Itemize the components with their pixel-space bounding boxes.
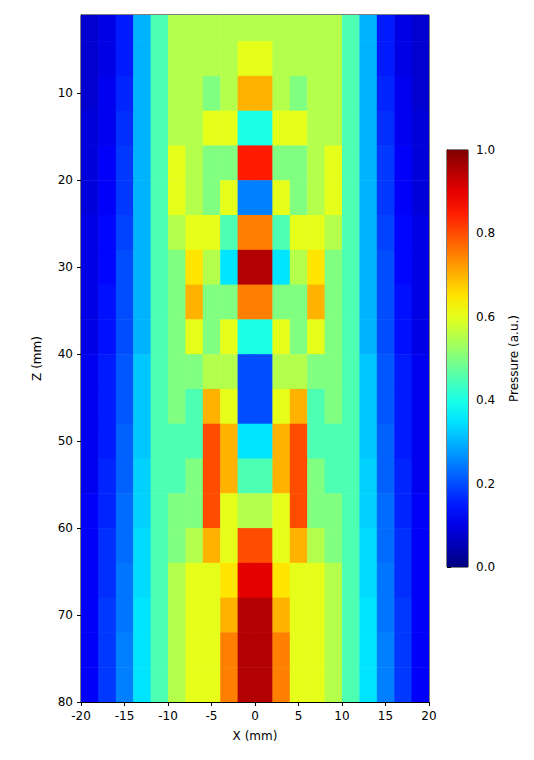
svg-text:0.6: 0.6 [476,310,495,324]
svg-text:Z (mm): Z (mm) [30,336,44,381]
svg-text:30: 30 [58,260,73,274]
svg-text:0.8: 0.8 [476,226,495,240]
svg-text:40: 40 [58,347,73,361]
svg-text:-5: -5 [206,709,218,723]
svg-text:15: 15 [378,709,393,723]
svg-text:-10: -10 [158,709,178,723]
svg-text:10: 10 [334,709,349,723]
svg-text:50: 50 [58,434,73,448]
svg-text:0.2: 0.2 [476,477,495,491]
svg-text:-20: -20 [71,709,91,723]
svg-text:5: 5 [295,709,303,723]
svg-text:Pressure (a.u.): Pressure (a.u.) [507,315,521,402]
svg-text:80: 80 [58,695,73,709]
svg-text:60: 60 [58,521,73,535]
svg-text:1.0: 1.0 [476,143,495,157]
svg-text:20: 20 [58,173,73,187]
svg-text:0: 0 [251,709,259,723]
svg-text:X (mm): X (mm) [233,729,278,743]
svg-text:0.4: 0.4 [476,393,495,407]
svg-text:20: 20 [421,709,436,723]
svg-text:-15: -15 [115,709,135,723]
svg-text:70: 70 [58,608,73,622]
svg-text:10: 10 [58,86,73,100]
svg-text:0.0: 0.0 [476,560,495,574]
